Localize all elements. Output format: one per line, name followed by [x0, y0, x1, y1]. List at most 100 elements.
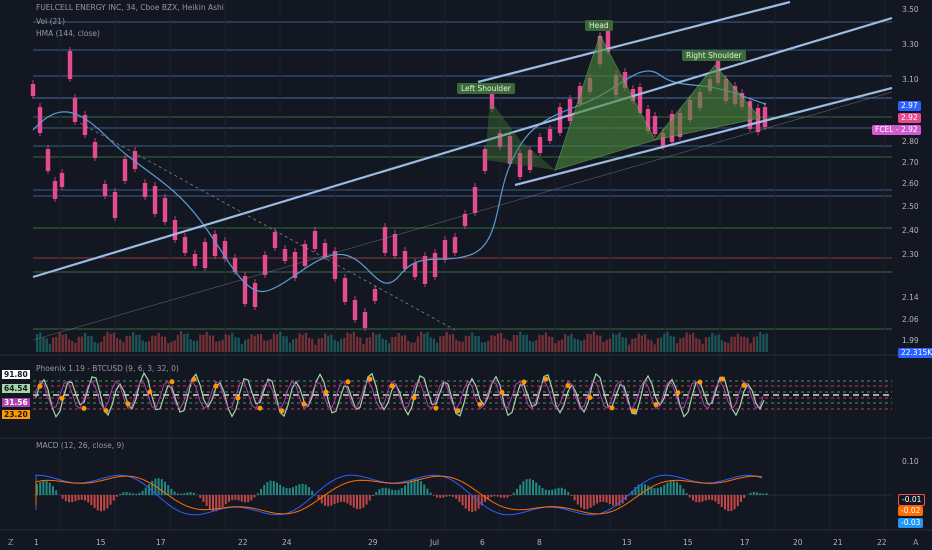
time-tick-label: 21 — [833, 538, 843, 547]
macd-histogram-bar — [423, 484, 426, 495]
right-shoulder-fill — [653, 64, 761, 141]
volume-bar — [759, 331, 762, 352]
volume-bar — [122, 342, 125, 352]
macd-histogram-bar — [340, 495, 342, 502]
macd-histogram-bar — [244, 495, 246, 503]
volume-bar — [260, 334, 263, 352]
macd-histogram-bar — [692, 495, 694, 501]
candle-body — [232, 258, 238, 272]
oscillator-dot — [675, 390, 681, 396]
volume-bar — [608, 338, 611, 352]
macd-histogram-bar — [215, 495, 218, 512]
volume-bar — [148, 341, 151, 352]
volume-bar — [388, 343, 391, 352]
macd-histogram-bar — [189, 492, 192, 495]
macd-histogram-bar — [279, 484, 282, 495]
volume-bar — [64, 333, 67, 352]
oscillator-dot — [191, 376, 197, 382]
volume-bar — [135, 335, 138, 352]
volume-bar — [199, 334, 202, 352]
volume-bar — [448, 334, 451, 352]
volume-bar — [256, 334, 259, 352]
macd-histogram-bar — [740, 495, 742, 503]
time-tick-label: 6 — [480, 538, 485, 547]
last-price-tag: 2.92 — [898, 113, 921, 123]
volume-title: Vol (21) — [36, 17, 66, 26]
candle-body — [262, 255, 268, 275]
volume-bar — [727, 342, 730, 352]
volume-bar — [365, 337, 368, 352]
volume-bar — [157, 332, 160, 352]
macd-histogram-bar — [496, 495, 499, 497]
candle-body — [605, 28, 611, 52]
candle-body — [37, 107, 43, 133]
timezone-z-icon[interactable]: Z — [8, 538, 14, 547]
macd-histogram-bar — [676, 481, 678, 495]
volume-bar — [234, 337, 237, 352]
volume-bar — [80, 336, 83, 352]
volume-bar — [333, 340, 336, 352]
volume-bar — [381, 338, 384, 352]
macd-histogram-bar — [535, 482, 538, 495]
volume-bar — [765, 333, 768, 352]
oscillator-dot — [345, 379, 351, 385]
volume-bar — [282, 335, 285, 352]
macd-histogram-bar — [503, 495, 506, 498]
macd-histogram-bar — [372, 495, 374, 496]
macd-histogram-bar — [637, 484, 640, 495]
macd-histogram-bar — [42, 480, 45, 495]
candle-body — [645, 109, 651, 131]
macd-histogram-bar — [93, 495, 96, 509]
macd-histogram-bar — [544, 489, 547, 495]
time-tick-label: 1 — [34, 538, 39, 547]
auto-scale-a-icon[interactable]: A — [913, 538, 919, 547]
macd-histogram-bar — [605, 495, 608, 503]
macd-histogram-bar — [464, 495, 467, 509]
volume-bar — [397, 332, 400, 352]
volume-bar — [215, 341, 218, 352]
macd-histogram-bar — [698, 495, 701, 503]
volume-bar — [39, 332, 42, 352]
volume-bar — [176, 335, 179, 352]
macd-histogram-bar — [80, 495, 83, 500]
volume-bar — [464, 335, 467, 352]
macd-histogram-bar — [695, 495, 698, 503]
volume-bar — [116, 338, 119, 352]
macd-histogram-bar — [730, 495, 733, 512]
volume-bar — [557, 340, 560, 352]
volume-bar — [647, 339, 650, 352]
volume-bar — [551, 336, 554, 352]
volume-bar — [570, 333, 573, 352]
volume-bar — [656, 338, 659, 352]
volume-bar — [186, 333, 189, 352]
candle-body — [222, 241, 228, 259]
macd-histogram-bar — [228, 495, 230, 502]
candle-body — [567, 99, 573, 121]
candle-body — [652, 116, 658, 134]
macd-histogram-bar — [39, 482, 42, 495]
volume-bar — [263, 340, 266, 352]
volume-bar — [208, 335, 211, 352]
candle-body — [432, 253, 438, 277]
volume-bar — [372, 332, 375, 352]
oscillator-dot — [543, 376, 549, 382]
macd-histogram-bar — [298, 484, 301, 495]
macd-histogram-bar — [173, 491, 176, 495]
volume-bar — [746, 337, 749, 352]
oscillator-dot — [257, 405, 263, 411]
volume-bar — [602, 341, 605, 352]
macd-histogram-bar — [157, 478, 160, 495]
macd-histogram-bar — [397, 489, 400, 495]
volume-bar — [279, 331, 282, 352]
macd-histogram-bar — [640, 483, 643, 495]
macd-histogram-bar — [288, 488, 291, 495]
volume-bar — [714, 335, 717, 352]
volume-bar — [240, 344, 243, 352]
macd-histogram-bar — [87, 495, 90, 503]
volume-bar — [71, 340, 74, 352]
candle-body — [472, 187, 478, 213]
volume-bar — [167, 343, 170, 352]
macd-histogram-bar — [599, 495, 602, 503]
